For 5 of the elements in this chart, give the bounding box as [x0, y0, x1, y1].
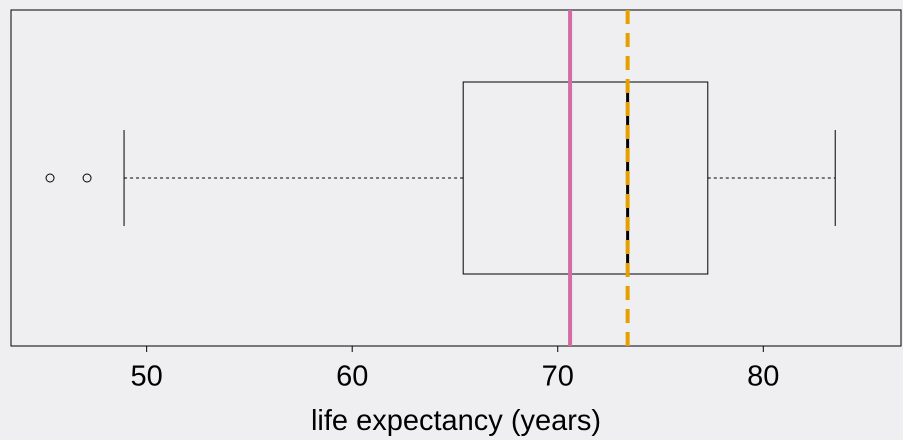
x-tick-label: 80 — [747, 360, 780, 392]
x-axis-title: life expectancy (years) — [310, 405, 602, 437]
x-tick-label: 50 — [130, 360, 163, 392]
x-tick-label: 60 — [336, 360, 368, 392]
x-tick-label: 70 — [542, 360, 574, 392]
